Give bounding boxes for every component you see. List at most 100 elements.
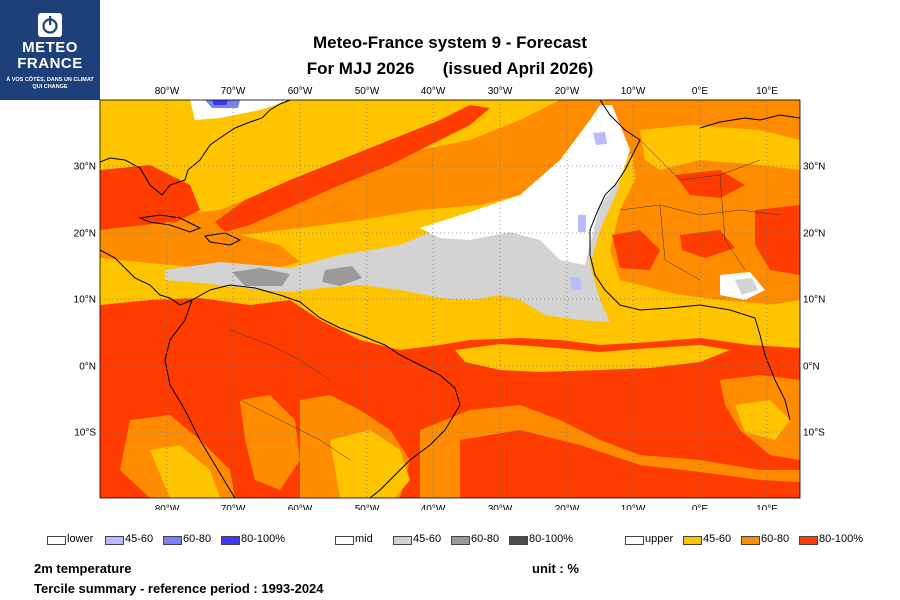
lon-label-top: 40°W [421, 86, 446, 97]
legend-swatch [625, 536, 644, 545]
variable-label: 2m temperature [34, 561, 132, 576]
upper-60-80-caribbean-region [100, 222, 300, 272]
lat-label-right: 0°N [803, 362, 820, 373]
lon-label-bottom: 40°W [421, 504, 446, 510]
lat-label-left: 10°S [74, 428, 96, 439]
legend-label: 60-80 [471, 533, 500, 545]
lon-label-bottom: 30°W [488, 504, 513, 510]
title-line2: For MJJ 2026 (issued April 2026) [306, 59, 594, 78]
upper-45-60-southern-brazil [330, 430, 410, 498]
coastline-cuba [138, 214, 202, 233]
legend-label: mid [355, 533, 373, 545]
border-south-america-1 [229, 329, 331, 381]
upper-80-100-africa-mali [680, 230, 735, 258]
legend-label: lower [67, 533, 94, 545]
border-africa-3 [659, 204, 701, 281]
map-frame [99, 99, 801, 499]
legend-label: 45-60 [125, 533, 154, 545]
logo-tagline: À VOS CÔTÉS, DANS UN CLIMAT QUI CHANGE [6, 77, 94, 90]
upper-80-100-south-atlantic-core [460, 430, 800, 498]
meteo-france-emblem-icon [38, 13, 62, 37]
legend-label: 80-100% [241, 533, 286, 545]
lon-label-bottom: 60°W [288, 504, 313, 510]
lat-label-right: 30°N [803, 162, 825, 173]
legend-label: 45-60 [703, 533, 732, 545]
legend-swatch [683, 536, 702, 545]
tercile-forecast-map: 80°W 80°W 70°W 70°W 60°W 60°W 50°W 50°W 40°W 40°W… [74, 86, 826, 515]
lat-label-left: 20°N [74, 229, 96, 240]
legend-swatch [393, 536, 412, 545]
upper-45-60-andes [150, 445, 220, 498]
legend-swatch [799, 536, 818, 545]
border-south-america-2 [239, 399, 351, 461]
legend-label: 60-80 [761, 533, 790, 545]
upper-45-60-africa-south [735, 400, 790, 440]
lon-label-bottom: 70°W [221, 504, 246, 510]
lower-45-60-atlantic-north [593, 132, 607, 145]
legend-swatch [509, 536, 528, 545]
legend-swatch [741, 536, 760, 545]
legend-label: 80-100% [529, 533, 574, 545]
lower-80-100-northwest [212, 100, 228, 105]
page-title: Meteo-France system 9 - Forecast For MJJ… [250, 30, 650, 82]
upper-45-60-africa-sahara [640, 125, 800, 170]
lon-label-bottom: 80°W [155, 504, 180, 510]
logo-name-line1: METEO [22, 39, 78, 56]
upper-80-100-north-band [215, 105, 490, 232]
mid-45-60-africa-patch [735, 278, 758, 295]
lat-label-left: 10°N [74, 295, 96, 306]
legend-label: 45-60 [413, 533, 442, 545]
coastline-africa [589, 100, 791, 421]
lon-label-top: 50°W [355, 86, 380, 97]
legend-swatch [335, 536, 354, 545]
lon-label-top: 10°E [756, 86, 778, 97]
legend-swatch [47, 536, 66, 545]
lat-label-left: 0°N [79, 362, 96, 373]
lon-label-top: 70°W [221, 86, 246, 97]
legend-swatch [163, 536, 182, 545]
lat-label-right: 20°N [803, 229, 825, 240]
lat-label-left: 30°N [74, 162, 96, 173]
legend-swatch [451, 536, 470, 545]
lower-45-60-atlantic-central [578, 215, 586, 232]
lon-label-top: 30°W [488, 86, 513, 97]
coastline-south-america-west [164, 299, 236, 498]
lon-label-top: 60°W [288, 86, 313, 97]
coastline-central-america [100, 249, 193, 306]
lon-label-top: 20°W [555, 86, 580, 97]
country-borders [229, 139, 781, 461]
forecast-map-container: 80°W 80°W 70°W 70°W 60°W 60°W 50°W 50°W 40°W 40°W… [0, 80, 900, 515]
legend-swatch [105, 536, 124, 545]
lat-label-right: 10°S [803, 428, 825, 439]
legend-swatch [221, 536, 240, 545]
lower-45-60-atlantic-south [570, 277, 582, 290]
logo-name: METEO FRANCE [0, 40, 100, 72]
axis-labels: 80°W 80°W 70°W 70°W 60°W 60°W 50°W 50°W 40°W 40°W… [74, 86, 826, 515]
lon-label-bottom: 10°E [756, 504, 778, 510]
coastline-south-america [191, 284, 461, 498]
legend-label: upper [645, 533, 674, 545]
border-africa-1 [639, 139, 761, 181]
mid-60-80-patch-gulf [232, 268, 290, 286]
lon-label-top: 0°E [692, 86, 709, 97]
lon-label-bottom: 10°W [621, 504, 646, 510]
upper-45-60-tropical-strip [455, 344, 730, 372]
title-line1: Meteo-France system 9 - Forecast [313, 33, 587, 52]
map-gridlines [100, 100, 800, 498]
lon-label-top: 10°W [621, 86, 646, 97]
mid-and-lower-white-region [420, 105, 630, 265]
lon-label-bottom: 20°W [555, 504, 580, 510]
coastline-europe [699, 114, 800, 129]
legend-label: 80-100% [819, 533, 864, 545]
coastline-hispaniola [204, 232, 242, 246]
upper-80-100-africa-east [755, 205, 800, 275]
border-africa-4 [719, 174, 746, 271]
upper-80-100-africa-interior [675, 170, 745, 198]
lon-label-bottom: 0°E [692, 504, 709, 510]
lon-label-top: 80°W [155, 86, 180, 97]
upper-45-60-africa-gulf [620, 292, 800, 340]
mid-60-80-patch-central [322, 266, 362, 286]
upper-60-80-south-america-interior [240, 395, 300, 490]
legend-label: 60-80 [183, 533, 212, 545]
logo-name-line2: FRANCE [17, 55, 83, 72]
